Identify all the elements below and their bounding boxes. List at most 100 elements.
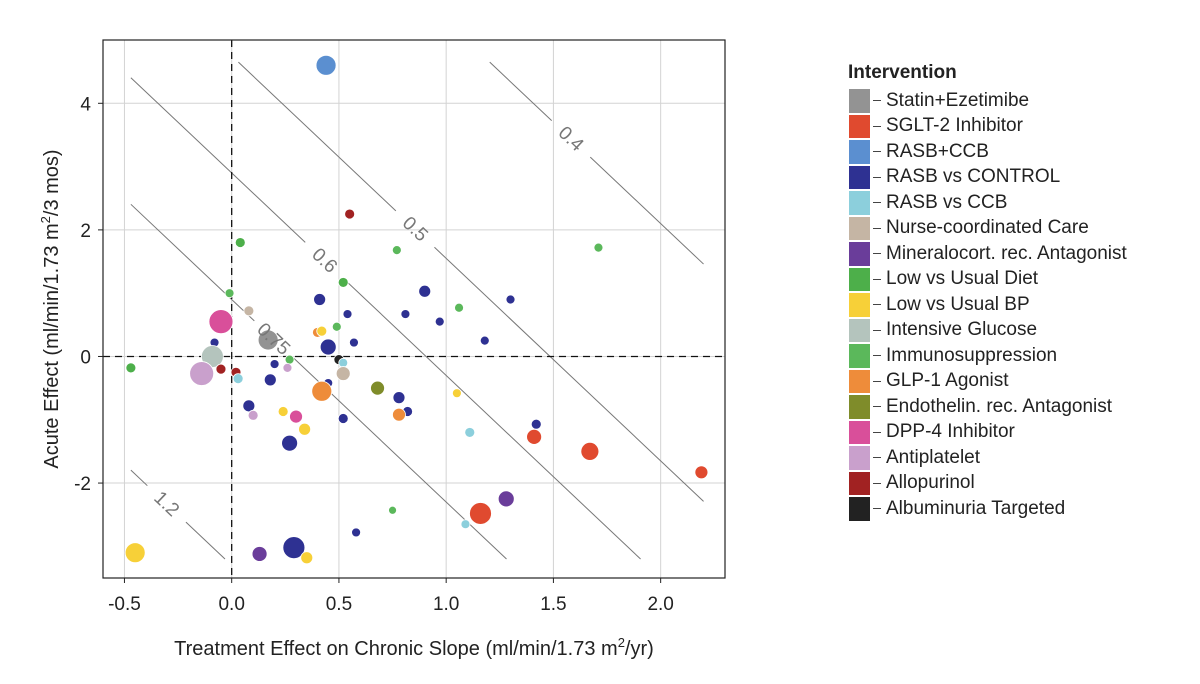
legend-item: Intensive Glucose [848, 317, 1127, 343]
legend-tick [873, 482, 881, 484]
data-point [316, 325, 328, 337]
legend-tick [873, 380, 881, 382]
legend-tick [873, 176, 881, 178]
legend-swatch [848, 215, 871, 241]
data-point [124, 542, 146, 564]
x-tick-label: 1.0 [433, 594, 459, 615]
x-axis-label: Treatment Effect on Chronic Slope (ml/mi… [174, 635, 654, 660]
y-axis-label: Acute Effect (ml/min/1.73 m2/3 mos) [38, 149, 63, 468]
data-point [282, 536, 306, 560]
data-point [189, 361, 215, 386]
data-point [454, 302, 464, 313]
legend-label: Low vs Usual BP [886, 293, 1030, 315]
contour-line [238, 61, 397, 212]
data-point [337, 277, 349, 288]
legend-item: RASB vs CONTROL [848, 164, 1127, 190]
reference-lines [103, 40, 725, 578]
data-point [530, 418, 542, 430]
contour-line [489, 61, 553, 122]
legend-swatch [848, 292, 871, 318]
legend-swatch [848, 394, 871, 420]
data-point [298, 422, 312, 436]
data-point [224, 288, 235, 299]
legend-item: RASB vs CCB [848, 190, 1127, 216]
data-point [234, 237, 246, 248]
legend-item: Endothelin. rec. Antagonist [848, 394, 1127, 420]
legend-swatch [848, 445, 871, 471]
legend-item: GLP-1 Agonist [848, 368, 1127, 394]
legend-label: Statin+Ezetimibe [886, 89, 1030, 111]
contour-line [130, 203, 255, 322]
data-point [257, 329, 279, 351]
data-point [284, 354, 295, 365]
legend-swatch [848, 266, 871, 292]
legend-tick [873, 406, 881, 408]
legend-swatch [848, 419, 871, 445]
legend-label: RASB vs CONTROL [886, 166, 1061, 188]
x-tick-label: 2.0 [647, 594, 673, 615]
axis-ticks: -0.5 0.0 0.5 1.0 1.5 2.0 -2 0 2 4 [74, 94, 674, 615]
contour-line [130, 469, 148, 487]
plot-area [103, 40, 725, 578]
data-point [243, 305, 255, 317]
data-point [418, 284, 432, 298]
data-point [400, 309, 411, 319]
data-point [335, 366, 351, 381]
data-point [277, 406, 289, 417]
data-point [313, 293, 327, 306]
data-point [215, 363, 227, 375]
legend-swatch [848, 164, 871, 190]
legend-label: Antiplatelet [886, 446, 981, 468]
legend-item: Low vs Usual BP [848, 292, 1127, 318]
legend-item: Nurse-coordinated Care [848, 215, 1127, 241]
legend-swatch [848, 190, 871, 216]
data-point [460, 519, 471, 530]
legend-label: GLP-1 Agonist [886, 370, 1009, 392]
x-tick-label: 0.0 [218, 594, 244, 615]
legend-label: Mineralocort. rec. Antagonist [886, 242, 1127, 264]
legend-item: Allopurinol [848, 470, 1127, 496]
legend-tick [873, 457, 881, 459]
data-point [497, 490, 515, 508]
legend-swatch [848, 139, 871, 165]
data-points [124, 54, 709, 565]
legend-tick [873, 508, 881, 510]
legend-item: SGLT-2 Inhibitor [848, 113, 1127, 139]
legend-tick [873, 278, 881, 280]
contour-line [185, 521, 226, 560]
legend-tick [873, 329, 881, 331]
data-point [269, 359, 280, 369]
x-tick-label: -0.5 [108, 594, 141, 615]
contour-line [434, 246, 704, 502]
legend-label: Endothelin. rec. Antagonist [886, 395, 1113, 417]
data-point [311, 380, 333, 402]
contour-line [343, 278, 641, 560]
data-point [370, 380, 385, 396]
legend-label: SGLT-2 Inhibitor [886, 115, 1023, 137]
legend-label: RASB vs CCB [886, 191, 1008, 213]
data-point [281, 434, 299, 452]
legend-tick [873, 227, 881, 229]
legend-item: Albuminuria Targeted [848, 496, 1127, 522]
data-point [349, 337, 359, 348]
legend-swatch [848, 88, 871, 114]
legend-tick [873, 253, 881, 255]
legend-items: Statin+Ezetimibe SGLT-2 Inhibitor RASB+CCB… [848, 88, 1127, 522]
legend-item: Mineralocort. rec. Antagonist [848, 241, 1127, 267]
data-point [479, 335, 490, 346]
legend-label: Immunosuppression [886, 344, 1058, 366]
data-point [392, 391, 406, 405]
legend-label: Allopurinol [886, 472, 975, 494]
data-point [344, 208, 356, 220]
data-point [391, 245, 402, 256]
data-point [580, 442, 600, 461]
legend-item: Antiplatelet [848, 445, 1127, 471]
data-point [434, 316, 445, 327]
legend-swatch [848, 241, 871, 267]
legend-tick [873, 431, 881, 433]
data-point [251, 546, 268, 562]
legend-tick [873, 125, 881, 127]
data-point [505, 294, 516, 305]
y-tick-label: 2 [80, 221, 91, 242]
